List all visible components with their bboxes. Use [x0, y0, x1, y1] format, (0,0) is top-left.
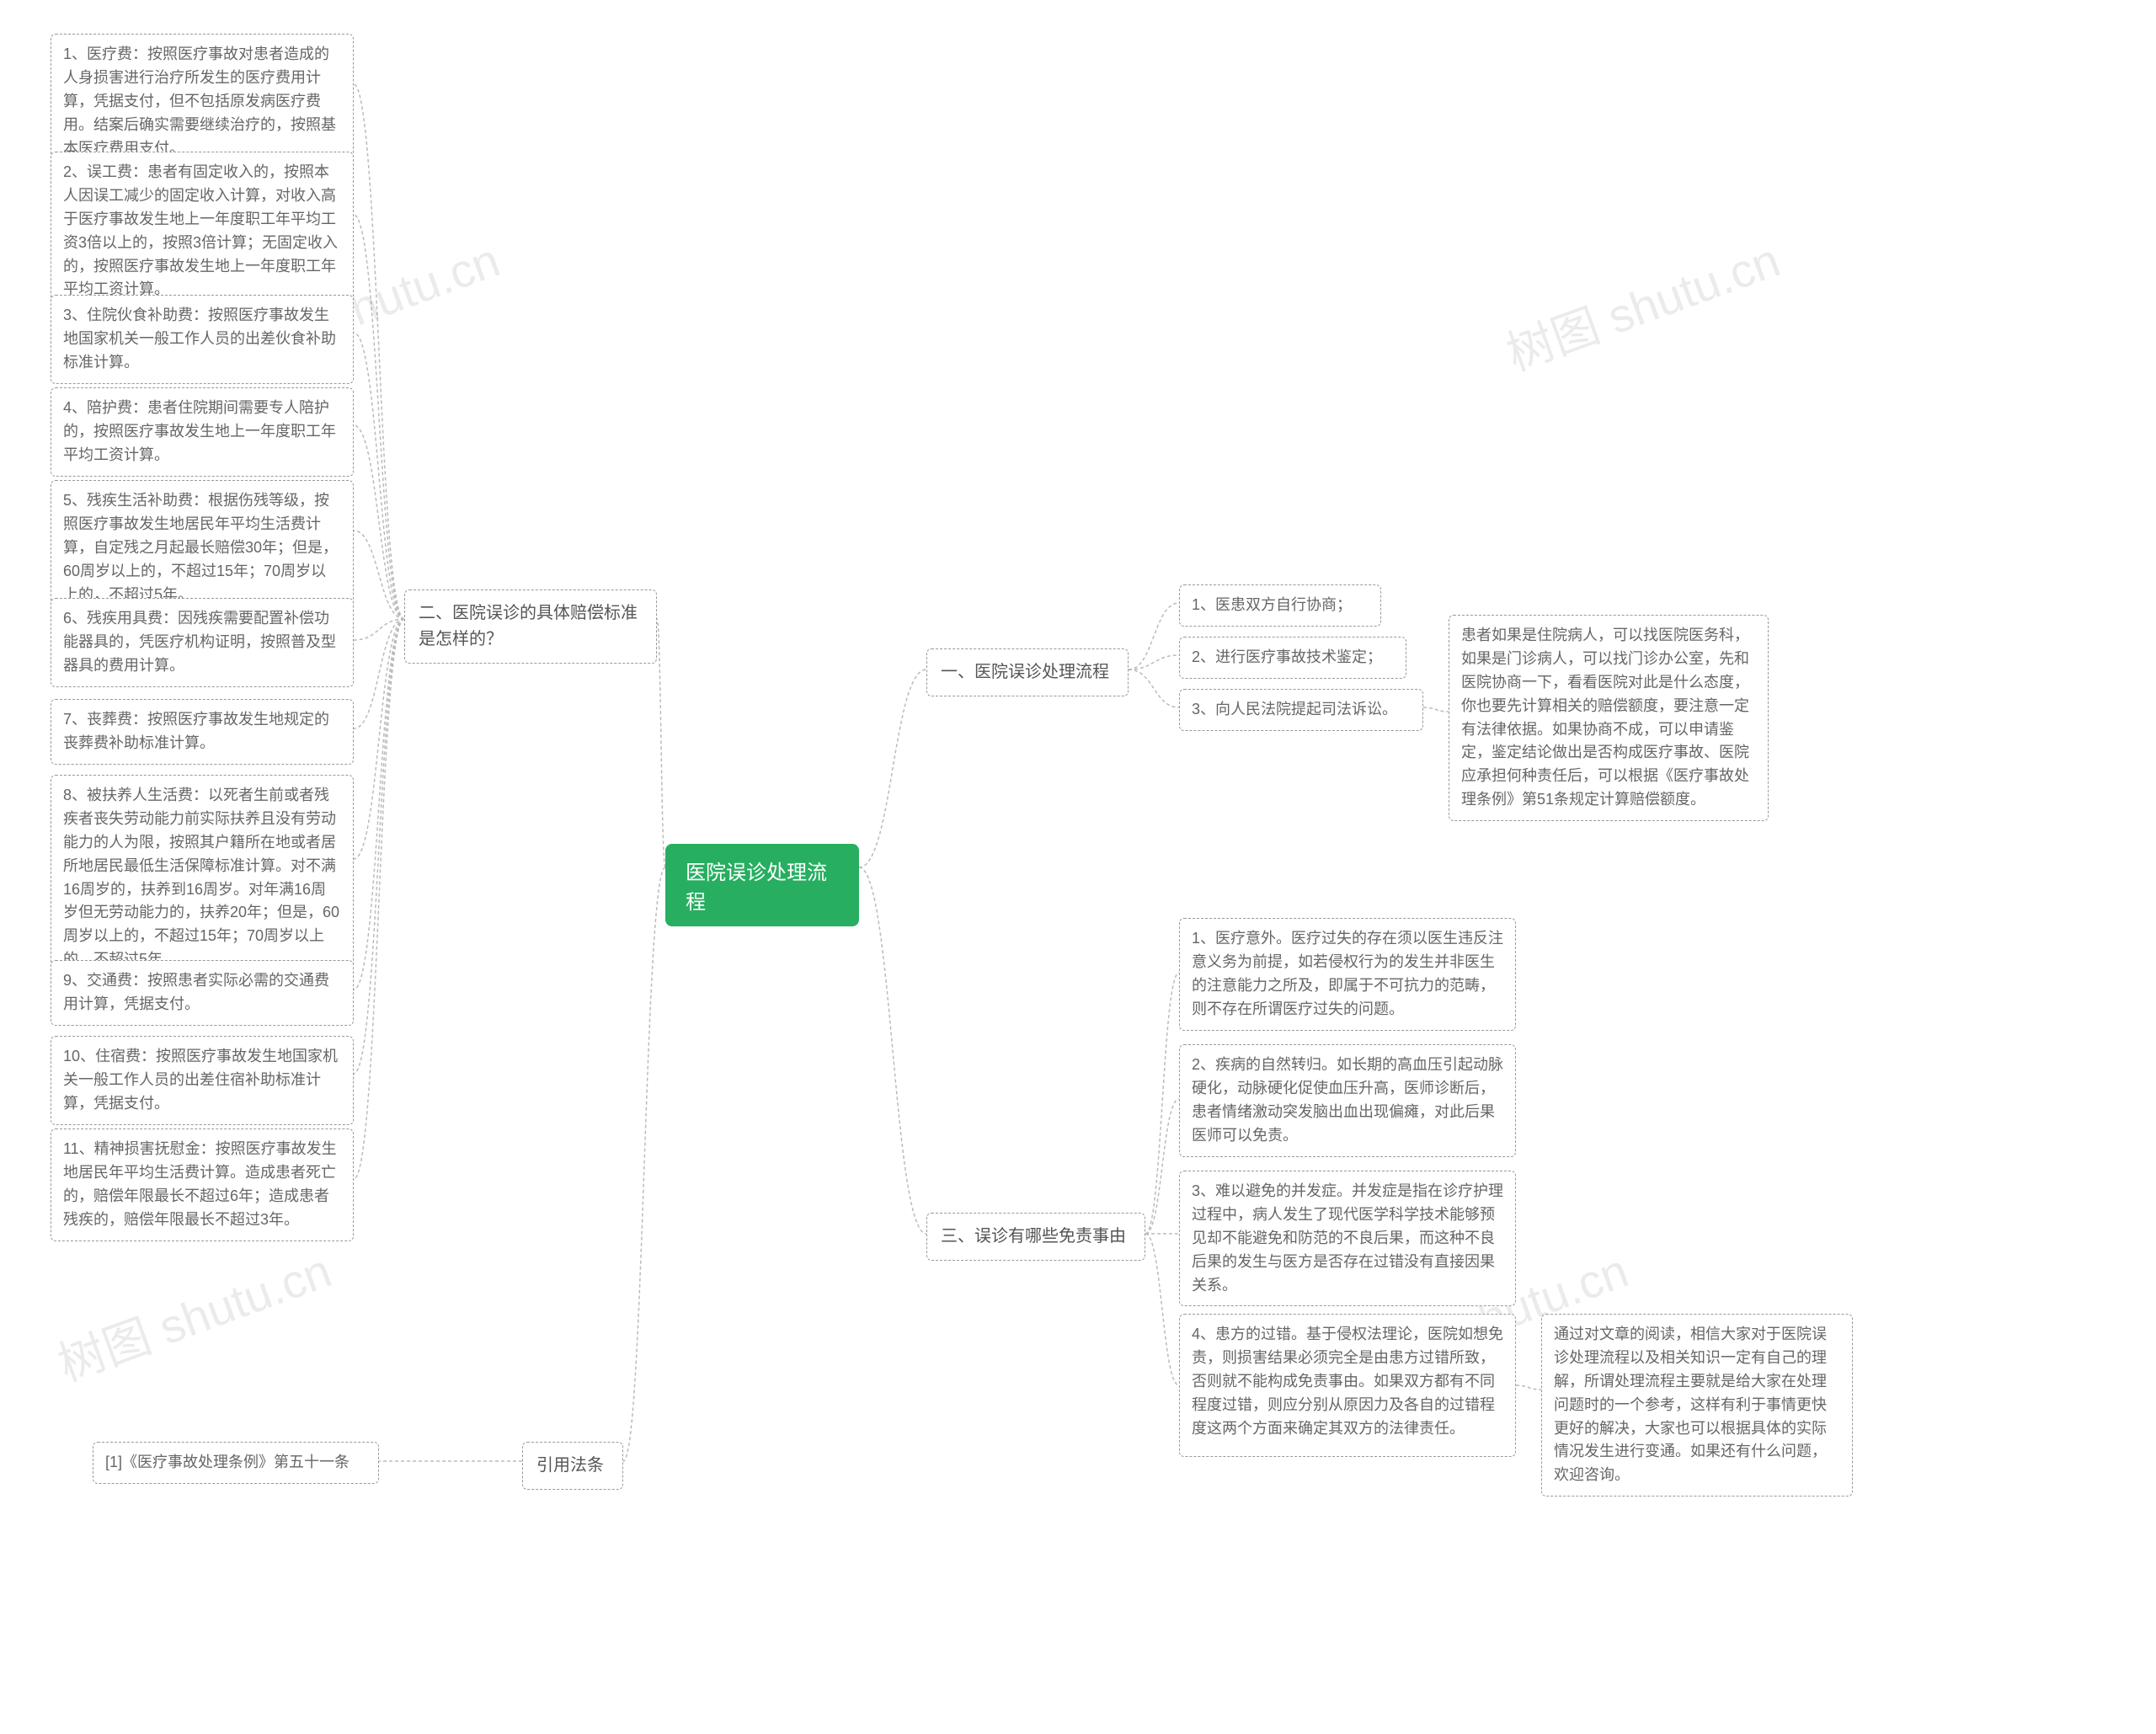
branch-4: 引用法条 [522, 1442, 623, 1490]
leaf-b2-10: 10、住宿费：按照医疗事故发生地国家机关一般工作人员的出差住宿补助标准计算，凭据… [51, 1036, 354, 1125]
leaf-b2-3: 3、住院伙食补助费：按照医疗事故发生地国家机关一般工作人员的出差伙食补助标准计算… [51, 295, 354, 384]
leaf-b2-4: 4、陪护费：患者住院期间需要专人陪护的，按照医疗事故发生地上一年度职工年平均工资… [51, 387, 354, 477]
leaf-b2-2: 2、误工费：患者有固定收入的，按照本人因误工减少的固定收入计算，对收入高于医疗事… [51, 152, 354, 311]
leaf-b3-4-note: 通过对文章的阅读，相信大家对于医院误诊处理流程以及相关知识一定有自己的理解，所谓… [1541, 1314, 1853, 1497]
leaf-b1-1: 1、医患双方自行协商； [1179, 584, 1381, 627]
leaf-b1-3: 3、向人民法院提起司法诉讼。 [1179, 689, 1423, 731]
leaf-b1-3-note: 患者如果是住院病人，可以找医院医务科，如果是门诊病人，可以找门诊办公室，先和医院… [1449, 615, 1769, 821]
watermark: 树图 shutu.cn [1496, 222, 1788, 384]
leaf-b2-5: 5、残疾生活补助费：根据伤残等级，按照医疗事故发生地居民年平均生活费计算，自定残… [51, 480, 354, 616]
leaf-b2-9: 9、交通费：按照患者实际必需的交通费用计算，凭据支付。 [51, 960, 354, 1026]
branch-1: 一、医院误诊处理流程 [926, 648, 1129, 696]
leaf-b3-4: 4、患方的过错。基于侵权法理论，医院如想免责，则损害结果必须完全是由患方过错所致… [1179, 1314, 1516, 1457]
branch-3: 三、误诊有哪些免责事由 [926, 1213, 1145, 1261]
leaf-b2-7: 7、丧葬费：按照医疗事故发生地规定的丧葬费补助标准计算。 [51, 699, 354, 765]
branch-2: 二、医院误诊的具体赔偿标准是怎样的？ [404, 590, 657, 664]
mindmap-root: 医院误诊处理流程 [665, 844, 859, 926]
leaf-b4-1: [1]《医疗事故处理条例》第五十一条 [93, 1442, 379, 1484]
leaf-b3-2: 2、疾病的自然转归。如长期的高血压引起动脉硬化，动脉硬化促使血压升高，医师诊断后… [1179, 1044, 1516, 1157]
leaf-b2-1: 1、医疗费：按照医疗事故对患者造成的人身损害进行治疗所发生的医疗费用计算，凭据支… [51, 34, 354, 169]
leaf-b3-3: 3、难以避免的并发症。并发症是指在诊疗护理过程中，病人发生了现代医学科学技术能够… [1179, 1171, 1516, 1306]
leaf-b2-8: 8、被扶养人生活费：以死者生前或者残疾者丧失劳动能力前实际扶养且没有劳动能力的人… [51, 775, 354, 981]
leaf-b2-11: 11、精神损害抚慰金：按照医疗事故发生地居民年平均生活费计算。造成患者死亡的，赔… [51, 1128, 354, 1241]
leaf-b3-1: 1、医疗意外。医疗过失的存在须以医生违反注意义务为前提，如若侵权行为的发生并非医… [1179, 918, 1516, 1031]
watermark: 树图 shutu.cn [47, 1233, 339, 1395]
leaf-b2-6: 6、残疾用具费：因残疾需要配置补偿功能器具的，凭医疗机构证明，按照普及型器具的费… [51, 598, 354, 687]
leaf-b1-2: 2、进行医疗事故技术鉴定； [1179, 637, 1406, 679]
